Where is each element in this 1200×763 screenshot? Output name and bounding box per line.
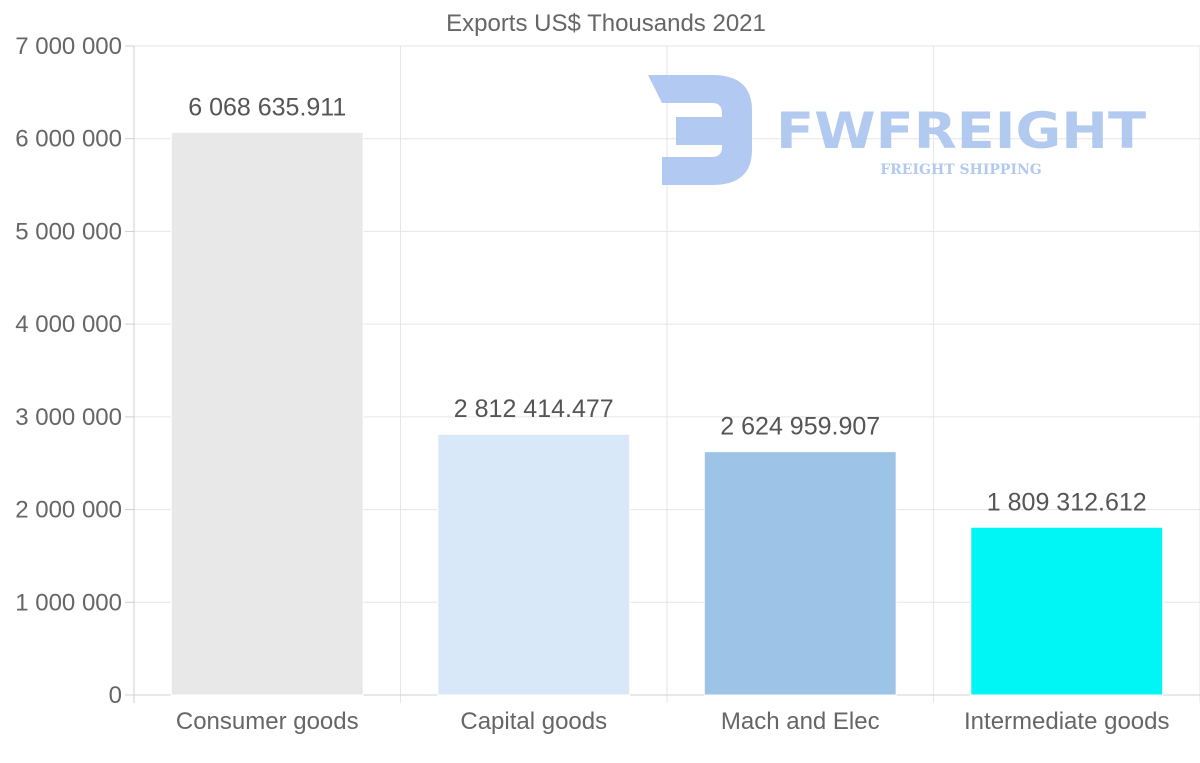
data-labels: 6 068 635.911 2 812 414.477 2 624 959.907 1…	[188, 93, 1146, 516]
y-tick-label: 4 000 000	[15, 311, 122, 338]
bar[interactable]	[170, 131, 364, 696]
y-tick-label: 3 000 000	[15, 404, 122, 431]
fwfreight-logo-tagline: FREIGHT SHIPPING	[880, 162, 1042, 178]
x-tick-label: Mach and Elec	[721, 708, 880, 735]
y-tick-label: 5 000 000	[15, 218, 122, 245]
fwfreight-logo: FWFREIGHT FREIGHT SHIPPING	[648, 75, 1146, 185]
y-tick-label: 2 000 000	[15, 497, 122, 524]
y-tick-label: 1 000 000	[15, 589, 122, 616]
fwfreight-logo-mark	[648, 75, 752, 185]
x-tick-label: Consumer goods	[176, 708, 359, 735]
y-tick-label: 6 000 000	[15, 126, 122, 153]
bar-value-label: 2 812 414.477	[454, 395, 614, 423]
y-tick-label: 0	[109, 682, 122, 709]
y-tick-label: 7 000 000	[15, 33, 122, 60]
bar-value-label: 2 624 959.907	[720, 413, 880, 441]
x-tick-label: Intermediate goods	[964, 708, 1169, 735]
axes: 0 1 000 000 2 000 000 3 000 000 4 000 000 5 0…	[15, 33, 1200, 735]
bar[interactable]	[437, 433, 631, 696]
bars	[170, 131, 1164, 696]
x-tick-label: Capital goods	[460, 708, 607, 735]
bar[interactable]	[703, 451, 897, 696]
fwfreight-logo-text: FWFREIGHT	[776, 102, 1146, 160]
bar-value-label: 6 068 635.911	[188, 93, 346, 121]
bar[interactable]	[970, 526, 1164, 696]
chart-title: Exports US$ Thousands 2021	[446, 10, 766, 37]
bar-value-label: 1 809 312.612	[987, 488, 1147, 516]
